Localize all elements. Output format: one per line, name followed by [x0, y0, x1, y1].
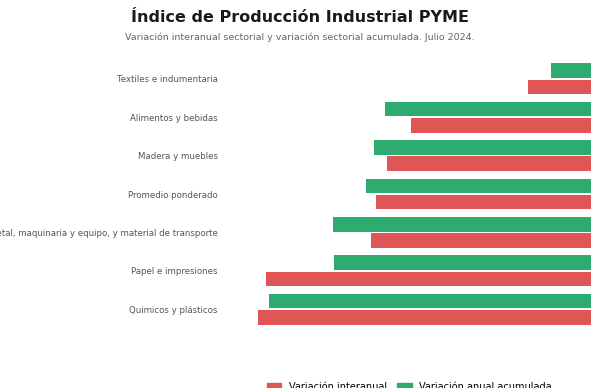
Text: -18.2%: -18.2%: [332, 236, 367, 245]
Bar: [374, 140, 591, 155]
Text: -16.9%: -16.9%: [348, 159, 383, 168]
Text: -27.5%: -27.5%: [220, 313, 254, 322]
Text: -18.6%: -18.6%: [328, 182, 362, 191]
Bar: [258, 310, 591, 324]
Text: Variación interanual sectorial y variación sectorial acumulada. Julio 2024.: Variación interanual sectorial y variaci…: [125, 33, 475, 42]
Text: -5.2%: -5.2%: [496, 82, 524, 92]
Text: -21.3%: -21.3%: [295, 220, 329, 229]
Bar: [371, 233, 591, 248]
Bar: [376, 195, 591, 210]
Text: -26.9%: -26.9%: [227, 274, 262, 283]
Bar: [269, 294, 591, 308]
Bar: [386, 156, 591, 171]
Bar: [333, 217, 591, 232]
Bar: [266, 272, 591, 286]
Text: -26.6%: -26.6%: [230, 296, 266, 306]
Bar: [334, 255, 591, 270]
Text: -14.9%: -14.9%: [372, 121, 407, 130]
Text: -3.3%: -3.3%: [519, 66, 547, 75]
Text: Índice de Producción Industrial PYME: Índice de Producción Industrial PYME: [131, 10, 469, 25]
Text: -17%: -17%: [356, 105, 382, 114]
Text: -17.9%: -17.9%: [335, 143, 371, 152]
Bar: [528, 80, 591, 94]
Legend: Variación interanual, Variación anual acumulada: Variación interanual, Variación anual ac…: [263, 378, 556, 388]
Bar: [385, 102, 591, 116]
Bar: [411, 118, 591, 133]
Bar: [366, 178, 591, 193]
Text: -17.8%: -17.8%: [337, 197, 372, 206]
Text: -21.2%: -21.2%: [296, 258, 331, 267]
Bar: [551, 64, 591, 78]
